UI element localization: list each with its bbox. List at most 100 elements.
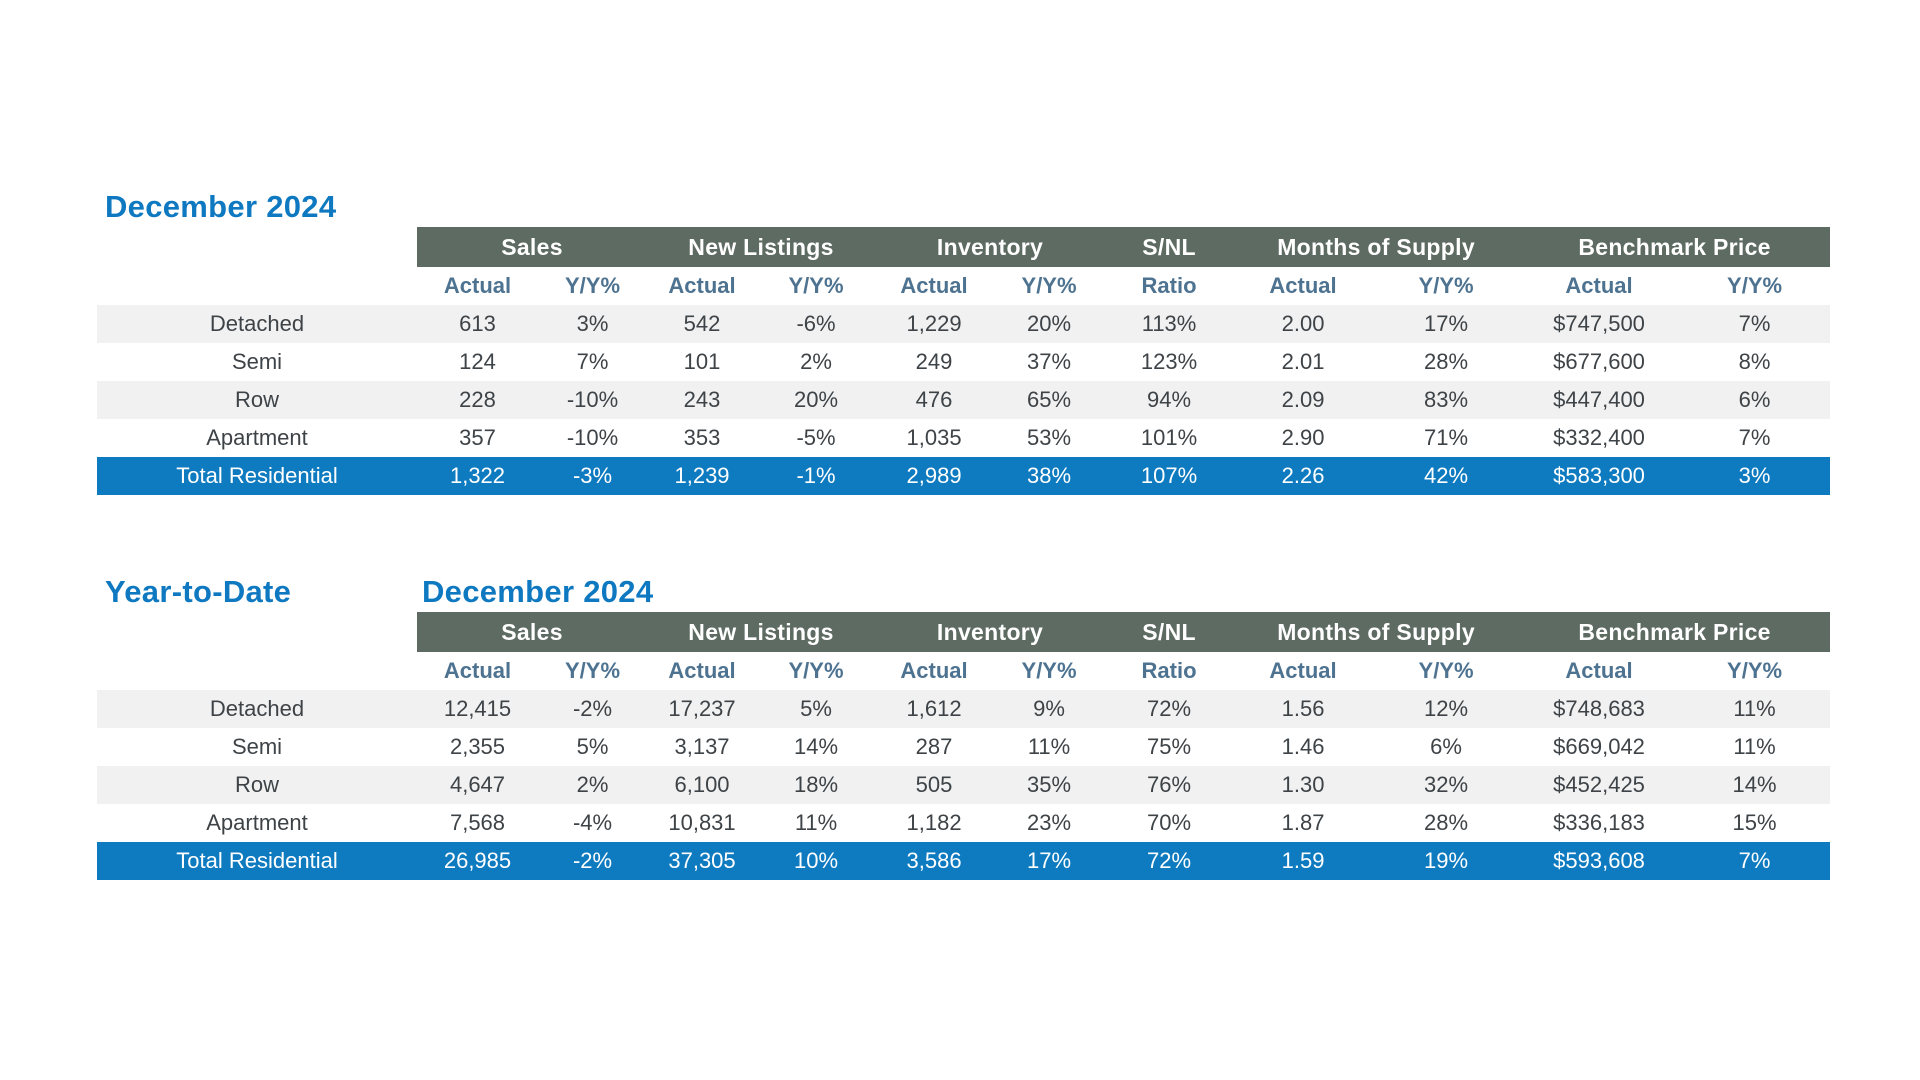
cell-value: 26,985	[443, 848, 512, 873]
cell-value: $669,042	[1553, 734, 1645, 759]
cell-value: 1,239	[674, 463, 730, 488]
group-header-row: Sales New Listings Inventory S/NL Months…	[97, 612, 1831, 652]
cell-value: 2.01	[1281, 349, 1325, 374]
subheader-cell: Actual	[417, 652, 538, 690]
cell-value: 17%	[1424, 311, 1469, 336]
cell-value: 2.26	[1281, 463, 1325, 488]
cell-value: 53%	[1027, 425, 1072, 450]
row-label: Total Residential	[176, 463, 338, 488]
group-header-new-listings: New Listings	[647, 612, 876, 652]
row-label: Apartment	[206, 425, 308, 450]
row-label: Row	[234, 772, 279, 797]
cell-value: -2%	[572, 848, 613, 873]
cell-value: 2,989	[906, 463, 962, 488]
cell-value: 3%	[576, 311, 609, 336]
cell-value: 17%	[1027, 848, 1072, 873]
cell-value: 10%	[794, 848, 839, 873]
cell-value: 123%	[1140, 349, 1198, 374]
cell-value: 37%	[1027, 349, 1072, 374]
cell-value: 8%	[1738, 349, 1771, 374]
cell-value: 17,237	[668, 696, 736, 721]
cell-value: 10,831	[668, 810, 736, 835]
table-row: Apartment 7,568 -4% 10,831 11% 1,182 23% 70% 1.8…	[97, 804, 1831, 842]
cell-value: 75%	[1147, 734, 1192, 759]
group-header-sales: Sales	[417, 227, 648, 267]
cell-value: 18%	[794, 772, 839, 797]
row-label: Row	[234, 387, 279, 412]
cell-value: 101	[683, 349, 721, 374]
cell-value: 1,612	[906, 696, 962, 721]
cell-value: 287	[915, 734, 953, 759]
cell-value: 124	[459, 349, 496, 374]
cell-value: $593,608	[1553, 848, 1645, 873]
cell-value: 14%	[794, 734, 839, 759]
cell-value: 7%	[576, 349, 609, 374]
header-spacer	[97, 267, 417, 305]
subheader-cell: Y/Y%	[1679, 652, 1831, 690]
subheader-cell: Actual	[875, 267, 994, 305]
cell-value: 23%	[1027, 810, 1072, 835]
cell-value: 1,182	[906, 810, 962, 835]
cell-value: 1.30	[1281, 772, 1325, 797]
cell-value: 101%	[1140, 425, 1198, 450]
monthly-title: December 2024	[105, 189, 337, 224]
cell-value: 72%	[1147, 848, 1192, 873]
subheader-cell: Y/Y%	[1679, 267, 1831, 305]
subheader-cell: Y/Y%	[757, 267, 876, 305]
cell-value: 11%	[1733, 734, 1776, 759]
cell-value: 476	[915, 387, 953, 412]
cell-value: 113%	[1141, 311, 1197, 336]
cell-value: $747,500	[1553, 311, 1645, 336]
cell-value: -3%	[572, 463, 613, 488]
group-header-benchmark-price: Benchmark Price	[1519, 612, 1831, 652]
cell-value: 28%	[1424, 349, 1469, 374]
header-spacer	[97, 612, 417, 652]
cell-value: 12%	[1424, 696, 1469, 721]
cell-value: 243	[683, 387, 721, 412]
cell-value: 2.09	[1281, 387, 1325, 412]
subheader-cell: Y/Y%	[1373, 267, 1520, 305]
cell-value: 9%	[1033, 696, 1065, 721]
row-label: Semi	[231, 349, 283, 374]
cell-value: 3,586	[906, 848, 962, 873]
cell-value: 6,100	[674, 772, 730, 797]
cell-value: -1%	[796, 463, 836, 488]
cell-value: 505	[915, 772, 953, 797]
subheader-cell: Actual	[1519, 652, 1680, 690]
group-header-snl: S/NL	[1105, 227, 1234, 267]
subheader-cell: Y/Y%	[757, 652, 876, 690]
cell-value: 1.59	[1281, 848, 1325, 873]
cell-value: 35%	[1027, 772, 1072, 797]
cell-value: 7%	[1738, 425, 1771, 450]
cell-value: 11%	[1027, 734, 1071, 759]
subheader-cell: Actual	[1519, 267, 1680, 305]
cell-value: 7,568	[449, 810, 506, 835]
group-header-months-of-supply: Months of Supply	[1233, 612, 1520, 652]
total-row: Total Residential 26,985 -2% 37,305 10% 3,586…	[97, 842, 1831, 880]
cell-value: $452,425	[1553, 772, 1645, 797]
ytd-title: Year-to-Date	[105, 574, 292, 609]
cell-value: 71%	[1424, 425, 1469, 450]
subheader-row: Actual Y/Y% Actual Y/Y% Actual Y/Y% Rati…	[97, 267, 1831, 305]
row-label: Semi	[231, 734, 283, 759]
cell-value: 94%	[1147, 387, 1192, 412]
table-row: Detached 613 3% 542 -6% 1,229 20% 113% 2.00 17% $7…	[97, 305, 1831, 343]
cell-value: 1,322	[449, 463, 506, 488]
cell-value: $332,400	[1553, 425, 1645, 450]
cell-value: -6%	[796, 311, 836, 336]
cell-value: 20%	[1027, 311, 1072, 336]
cell-value: 11%	[794, 810, 838, 835]
cell-value: $336,183	[1553, 810, 1645, 835]
cell-value: 4,647	[449, 772, 506, 797]
subheader-cell: Actual	[1233, 652, 1374, 690]
subheader-cell: Y/Y%	[993, 652, 1106, 690]
header-spacer	[97, 652, 417, 690]
cell-value: 11%	[1733, 696, 1776, 721]
cell-value: $748,683	[1553, 696, 1645, 721]
total-row: Total Residential 1,322 -3% 1,239 -1% 2,989 38…	[97, 457, 1831, 495]
subheader-cell: Ratio	[1105, 652, 1234, 690]
cell-value: 83%	[1424, 387, 1469, 412]
cell-value: 7%	[1738, 311, 1771, 336]
group-header-sales: Sales	[417, 612, 648, 652]
